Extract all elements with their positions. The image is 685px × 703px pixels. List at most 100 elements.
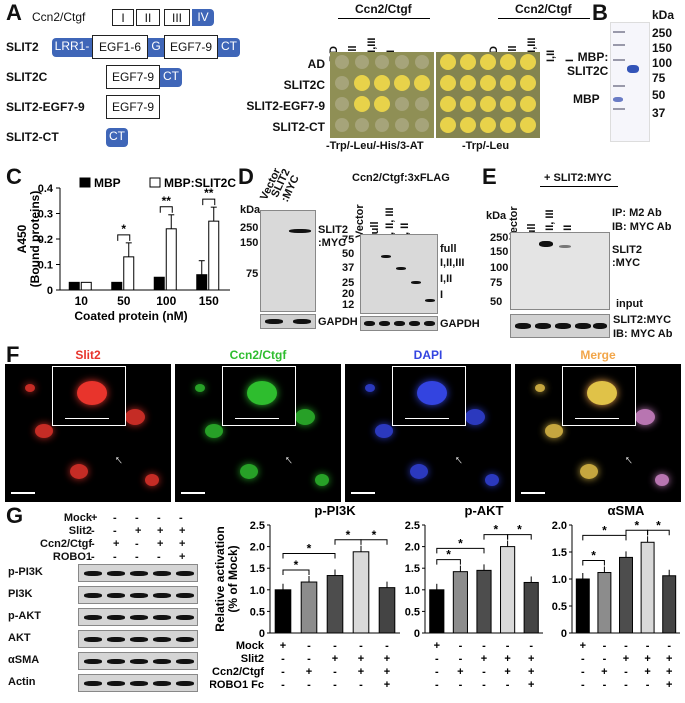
g-sign: + [135, 525, 142, 537]
g-bar [300, 581, 318, 634]
e-marker: 250 [490, 232, 509, 244]
bar-mbp-slit2c [80, 281, 92, 291]
d-blot-slit2 [260, 210, 316, 312]
bar-mbp [196, 274, 208, 291]
yeast-spot [335, 118, 349, 132]
y-tick-label: 0.3 [38, 209, 53, 221]
g-sign: - [359, 679, 363, 691]
cell [295, 409, 315, 425]
cell [365, 384, 375, 392]
g-sign: - [281, 653, 285, 665]
g-sign: - [307, 640, 311, 652]
g-chart-treat-label: Ccn2/Ctgf [212, 666, 264, 678]
g-y-tick-label: 0.5 [250, 606, 265, 618]
g-sign: - [603, 679, 607, 691]
g-sign: + [384, 666, 390, 678]
g-y-tick-label: 0.5 [405, 606, 420, 618]
yeast-spot [520, 54, 536, 70]
y2h-row-slit2c: SLIT2C [283, 78, 325, 92]
e-blot-ip [510, 232, 610, 310]
f-inset [392, 366, 466, 426]
g-significance: * [602, 523, 607, 537]
cell [195, 384, 205, 392]
g-significance: * [372, 528, 377, 542]
g-treat-0: Mock [63, 512, 92, 524]
g-sign: - [435, 666, 439, 678]
slit2egf-egf79: EGF7-9 [106, 95, 160, 119]
g-sign: + [666, 679, 672, 691]
d-lane2-0: Vector [354, 204, 366, 238]
yeast-spot [355, 55, 369, 69]
f-inset [222, 366, 296, 426]
g-sign: - [157, 551, 161, 563]
g-bar [429, 589, 445, 634]
g-sign: - [179, 512, 183, 524]
bar-mbp-slit2c [165, 228, 177, 291]
g-significance: * [307, 542, 312, 556]
legend-label: MBP:SLIT2C [164, 176, 236, 190]
g-y-tick-label: 0 [259, 628, 265, 640]
g-bar [523, 581, 539, 634]
d-marker2: 20 [342, 288, 355, 300]
media-selective: -Trp/-Leu/-His/3-AT [326, 140, 424, 152]
cell [485, 474, 499, 486]
ccn2-domain-3: III [164, 9, 190, 26]
f-image-3: ↑ [515, 364, 681, 502]
g-y-tick-label: 1.5 [250, 563, 265, 575]
g-significance: * [656, 518, 661, 532]
d-marker2: 12 [342, 299, 355, 311]
g-y-tick-label: 2.0 [405, 542, 420, 554]
g-sign: - [581, 666, 585, 678]
activation-charts: Relative activation(% of Mock) 0 0.5 1.0 1.5… [210, 505, 680, 691]
legend-swatch [79, 177, 91, 188]
e-ip: IP: M2 Ab [612, 207, 662, 219]
g-blot-1 [78, 586, 198, 604]
b-marker: 75 [652, 71, 666, 85]
g-blot-4 [78, 652, 198, 670]
bar-mbp [68, 281, 80, 291]
yeast-spot [440, 54, 456, 70]
g-sign: - [603, 640, 607, 652]
g-sign: - [624, 640, 628, 652]
d-gapdh-2: GAPDH [440, 318, 480, 330]
g-significance: * [591, 549, 596, 563]
e-marker: 50 [490, 296, 503, 308]
yeast-spot [395, 97, 409, 111]
yeast-spot [500, 117, 516, 133]
g-sign: - [113, 525, 117, 537]
ccn2-domain-1: I [112, 9, 134, 26]
g-sign: - [581, 653, 585, 665]
g-sign: + [179, 538, 186, 550]
g-sign: - [624, 666, 628, 678]
g-chart-title: p-PI3K [314, 505, 356, 518]
g-sign: - [333, 666, 337, 678]
cell [70, 464, 88, 479]
bar-mbp [111, 281, 123, 291]
egf16-domain: EGF1-6 [92, 35, 148, 59]
yeast-spot [354, 75, 370, 91]
g-sign: + [504, 666, 510, 678]
g-bar [640, 541, 655, 634]
arrow-icon: ↑ [280, 451, 296, 468]
scale-bar [351, 492, 375, 494]
kda-label-d: kDa [240, 204, 261, 216]
g-sign: + [91, 512, 98, 524]
b-marker: 250 [652, 26, 673, 40]
bar-mbp [153, 276, 165, 291]
yeast-spot [460, 75, 476, 91]
y-tick-label: 0 [47, 285, 53, 297]
g-chart-title: αSMA [608, 505, 645, 518]
f-image-0: ↑ [5, 364, 171, 502]
g-sign: - [135, 512, 139, 524]
cell [375, 424, 393, 438]
d-gapdh-1: GAPDH [318, 316, 358, 328]
sig-bracket [159, 206, 173, 213]
d-band2-label: I,II,III [440, 257, 465, 269]
d-marker2: 75 [342, 234, 355, 246]
d-blot-ccn2 [360, 234, 438, 314]
g-sign: - [359, 640, 363, 652]
g-sig-bracket [282, 569, 310, 576]
ccn2-domain-2: II [136, 9, 160, 26]
d-marker-250: 250 [240, 222, 259, 234]
